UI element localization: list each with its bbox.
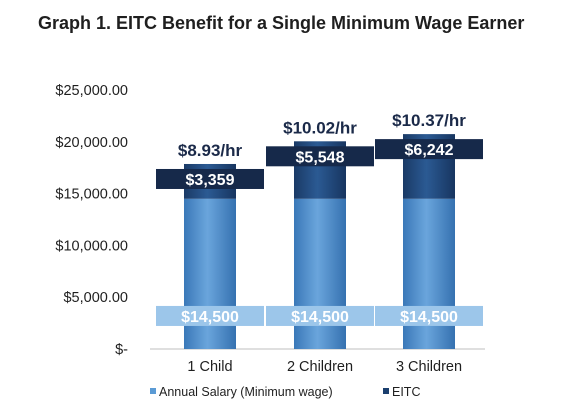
y-tick-label: $15,000.00: [55, 187, 128, 203]
salary-data-label: $14,500: [181, 309, 239, 326]
eitc-label-box: [156, 168, 264, 189]
salary-data-label: $14,500: [400, 309, 458, 326]
hourly-wage-annotation: $10.02/hr: [283, 118, 357, 137]
x-category-label: 1 Child: [187, 359, 232, 375]
eitc-data-label: $6,242: [405, 142, 454, 159]
legend-label-salary: Annual Salary (Minimum wage): [159, 385, 333, 399]
legend-swatch-salary: [150, 388, 156, 394]
y-tick-label: $20,000.00: [55, 135, 128, 151]
legend: Annual Salary (Minimum wage) EITC: [150, 385, 420, 399]
x-category-label: 2 Children: [287, 359, 353, 375]
hourly-wage-annotation: $8.93/hr: [178, 141, 243, 160]
eitc-data-label: $3,359: [186, 172, 235, 189]
y-tick-label: $25,000.00: [55, 83, 128, 99]
eitc-data-label: $5,548: [296, 149, 345, 166]
salary-bar: [403, 198, 455, 349]
legend-label-eitc: EITC: [392, 385, 420, 399]
salary-label-box: [375, 305, 483, 326]
y-tick-label: $-: [115, 342, 128, 358]
x-category-label: 3 Children: [396, 359, 462, 375]
legend-swatch-eitc: [383, 388, 389, 394]
y-tick-label: $5,000.00: [63, 290, 128, 306]
chart-title: Graph 1. EITC Benefit for a Single Minim…: [38, 13, 525, 33]
y-tick-label: $10,000.00: [55, 238, 128, 254]
salary-data-label: $14,500: [291, 309, 349, 326]
data-labels: $3,359 $8.93/hr $14,500 1 Child $5,548 $10.02…: [156, 111, 483, 375]
hourly-wage-annotation: $10.37/hr: [392, 111, 466, 130]
eitc-label-box: [375, 139, 483, 160]
salary-label-box: [156, 305, 264, 326]
salary-label-box: [266, 305, 374, 326]
salary-bar: [184, 198, 236, 349]
salary-bar: [294, 198, 346, 349]
eitc-label-box: [266, 146, 374, 167]
